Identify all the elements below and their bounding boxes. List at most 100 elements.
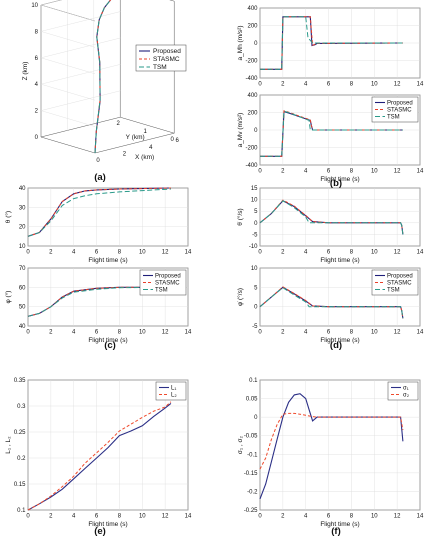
grid-line-z [40,4,96,22]
legend-label: Proposed [387,274,413,280]
y-tick-label: 0.2 [17,456,26,462]
x-tick-label: 2 [49,514,53,520]
z-tick-label: 2 [35,109,39,115]
x-tick-label: 4 [304,82,308,88]
series-line-σ₂ [259,412,404,470]
legend-label: TSM [387,115,400,121]
y-tick-label: 0 [171,137,175,143]
y-tick-label: 0 [254,305,258,311]
x-axis-label: Flight time (s) [320,257,359,264]
y-tick-label: 1 [144,129,148,135]
y-tick-label: -10 [249,244,258,250]
panel-label-e: (e) [94,526,106,537]
panel-label-c: (c) [104,340,116,351]
grid-line-z [40,57,96,74]
x-tick-label: 10 [371,250,378,256]
x-tick-label: 0 [258,82,262,88]
x-tick-label: 12 [162,514,169,520]
x-tick-label: 12 [162,250,169,256]
series-line-TSM [94,0,112,154]
z-tick-label: 6 [35,56,39,62]
legend-label: TSM [155,288,168,294]
y-tick-label: -5 [252,324,258,330]
y-tick-label: -5 [252,232,258,238]
x-tick-label: 12 [394,250,401,256]
x-tick-label: 6 [327,250,331,256]
series-line-TSM [27,188,171,237]
y-tick-label: 40 [19,324,26,330]
chart-panel-b2: 0 2 4 6 8 10 12 14 -400 -200 0 200 400 Flight time (s… [237,93,424,183]
series-line-L₂ [27,401,172,511]
y-tick-label: 400 [247,93,258,99]
series-line-σ₁ [259,393,404,500]
y-tick-label: 400 [247,6,258,12]
x-tick-label: 2 [281,514,285,520]
y-axis-label: θ̇ (°/s) [236,208,244,225]
y-tick-label: -400 [245,163,258,169]
x-tick-label: 6 [327,82,331,88]
x-tick-label: 0 [26,250,30,256]
y-axis-label: Y (km) [126,134,145,141]
x-tick-label: 8 [118,250,122,256]
y-axis-label: θ (°) [4,211,12,223]
y-tick-label: 0 [254,41,258,47]
panel-label-f: (f) [331,526,341,537]
y-tick-label: 10 [251,266,258,272]
x-tick-label: 2 [281,169,285,175]
box-edge [120,116,175,134]
y-tick-label: -200 [245,59,258,65]
y-tick-label: 10 [251,198,258,204]
y-tick-label: 0.1 [17,508,26,514]
x-axis-label: X (km) [135,154,154,161]
x-tick-label: 2 [123,151,127,157]
x-tick-label: 10 [139,514,146,520]
y-tick-label: -400 [245,76,258,82]
panel-label-b: (b) [330,178,342,189]
series-line-TSM [260,110,403,157]
x-tick-label: 6 [95,330,99,336]
x-tick-label: 4 [304,514,308,520]
series-line-Proposed [260,110,403,157]
y-tick-label: 30 [19,205,26,211]
series-line-TSM [260,16,403,70]
x-tick-label: 8 [350,82,354,88]
y-tick-label: 2 [117,121,121,127]
x-tick-label: 10 [139,330,146,336]
series-line-STASMC [94,0,112,154]
x-tick-label: 12 [394,82,401,88]
y-tick-label: -0.25 [244,508,258,514]
x-tick-label: 0 [26,330,30,336]
x-tick-label: 10 [139,250,146,256]
y-axis-label: L₁ , L₂ [5,436,12,454]
x-tick-label: 4 [304,169,308,175]
x-tick-label: 6 [176,138,180,144]
y-tick-label: 0.1 [249,378,258,384]
legend-box [135,44,187,72]
grid-line-z [40,84,96,101]
z-tick-label: 0 [35,135,39,141]
x-tick-label: 6 [327,514,331,520]
legend-label: Proposed [155,274,181,280]
x-tick-label: 8 [118,330,122,336]
x-tick-label: 2 [49,250,53,256]
x-axis-label: Flight time (s) [88,337,127,344]
y-tick-label: -0.1 [247,452,258,458]
legend-label: STASMC [155,281,180,287]
x-tick-label: 12 [394,514,401,520]
x-axis-label: Flight time (s) [320,521,359,528]
legend-box [387,381,419,401]
y-tick-label: 10 [19,244,26,250]
y-axis-label: φ (°) [4,291,12,304]
chart-panel-d1: 0 2 4 6 8 10 12 14 -10 -5 0 5 10 15 Flight time (s) θ̇ … [236,186,424,264]
y-axis-label: a_Mv (m/s²) [237,113,244,148]
x-tick-label: 6 [327,169,331,175]
plot-area [259,187,421,247]
y-tick-label: 200 [247,111,258,117]
x-tick-label: 2 [281,82,285,88]
